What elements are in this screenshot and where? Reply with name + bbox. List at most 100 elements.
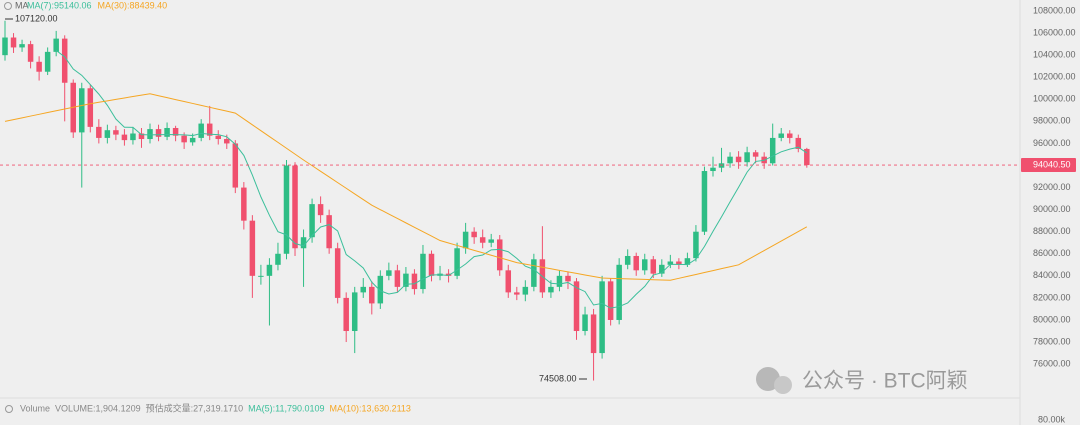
bell-icon[interactable] — [4, 2, 12, 10]
candle-body — [53, 38, 59, 52]
candle-body — [266, 264, 273, 276]
candle-body — [172, 127, 179, 136]
candle-body — [258, 275, 264, 277]
last-price-box — [1021, 158, 1076, 173]
candle-body — [113, 130, 119, 135]
candle-body — [189, 137, 196, 143]
candle-body — [403, 273, 409, 287]
candle-body — [752, 152, 759, 157]
candle-body — [394, 270, 401, 287]
candle-body — [479, 237, 486, 243]
candle-body — [735, 156, 742, 163]
candle-body — [787, 133, 793, 138]
candle-body — [411, 273, 418, 290]
volume-legend: Volume — [20, 403, 50, 413]
candle-body — [87, 88, 94, 127]
y-tick-label: 100000.00 — [1033, 94, 1076, 104]
wechat-icon — [774, 376, 792, 394]
candle-body — [130, 133, 136, 141]
candle-body — [10, 37, 17, 48]
candle-body — [275, 253, 281, 265]
volume-legend: 预估成交量:27,319.1710 — [146, 402, 244, 413]
candle-body — [19, 44, 25, 48]
candle-body — [701, 171, 708, 232]
candle-body — [138, 133, 145, 140]
volume-legend: MA(10):13,630.2113 — [330, 403, 411, 413]
ma-line — [4, 93, 808, 281]
volume-legend: VOLUME:1,904.1209 — [55, 403, 141, 413]
ma-line — [55, 50, 808, 309]
candle-body — [607, 281, 614, 320]
candle-body — [215, 135, 221, 140]
candle-body — [718, 163, 725, 168]
candle-body — [659, 264, 665, 274]
candle-body — [428, 253, 435, 276]
eye-icon[interactable] — [5, 405, 13, 413]
y-tick-label: 102000.00 — [1033, 72, 1076, 82]
candle-body — [684, 258, 691, 265]
y-tick-label: 88000.00 — [1033, 226, 1071, 236]
candle-body — [181, 135, 187, 143]
candle-body — [462, 231, 469, 249]
candle-body — [206, 123, 213, 136]
candle-body — [445, 273, 452, 276]
candle-body — [710, 167, 716, 172]
candle-body — [36, 61, 42, 72]
candle-body — [778, 133, 784, 138]
candle-body — [27, 44, 34, 62]
candle-body — [283, 165, 290, 254]
volume-axis-label: 80.00k — [1038, 414, 1066, 424]
candle-body — [155, 129, 162, 137]
candle-body — [96, 126, 102, 138]
candle-body — [292, 165, 298, 249]
y-tick-label: 82000.00 — [1033, 292, 1071, 302]
candle-body — [599, 281, 605, 354]
candle-body — [565, 275, 571, 282]
candle-body — [616, 264, 622, 320]
y-tick-label: 76000.00 — [1033, 358, 1071, 368]
candle-body — [795, 137, 802, 149]
candle-body — [693, 231, 699, 259]
candle-body — [224, 139, 230, 144]
candle-body — [44, 51, 51, 72]
candle-body — [650, 259, 657, 274]
candle-body — [548, 286, 554, 293]
indicator-label: MA — [15, 0, 29, 10]
candle-body — [522, 286, 529, 295]
candle-body — [369, 286, 375, 304]
candle-body — [769, 137, 776, 164]
candle-body — [317, 204, 324, 216]
candle-body — [334, 248, 341, 298]
candle-body — [309, 204, 315, 238]
candle-body — [676, 261, 682, 265]
candle-body — [624, 255, 631, 265]
candle-body — [744, 152, 750, 163]
ma-legend: MA(30):88439.40 — [98, 0, 168, 10]
candle-body — [727, 156, 733, 164]
y-tick-label: 86000.00 — [1033, 248, 1071, 258]
y-tick-label: 90000.00 — [1033, 204, 1071, 214]
candle-body — [633, 255, 639, 271]
y-tick-label: 84000.00 — [1033, 270, 1071, 280]
candle-body — [573, 281, 580, 332]
candle-body — [360, 286, 367, 293]
candle-body — [164, 127, 170, 137]
candle-body — [590, 314, 597, 354]
candle-body — [642, 259, 648, 271]
candle-body — [420, 253, 426, 290]
candle-body — [198, 123, 204, 138]
watermark: 公众号 · BTC阿颖 — [756, 367, 968, 394]
candle-body — [804, 148, 810, 166]
last-price-label: 94040.50 — [1033, 159, 1071, 169]
y-tick-label: 78000.00 — [1033, 336, 1071, 346]
candle-body — [104, 130, 111, 138]
candle-body — [121, 134, 128, 141]
candle-body — [351, 292, 358, 332]
ma-legend: MA(7):95140.06 — [27, 0, 92, 10]
candle-body — [79, 88, 85, 133]
candle-body — [471, 231, 477, 238]
candle-body — [232, 143, 239, 188]
candle-body — [386, 270, 392, 276]
y-tick-label: 108000.00 — [1033, 5, 1076, 15]
